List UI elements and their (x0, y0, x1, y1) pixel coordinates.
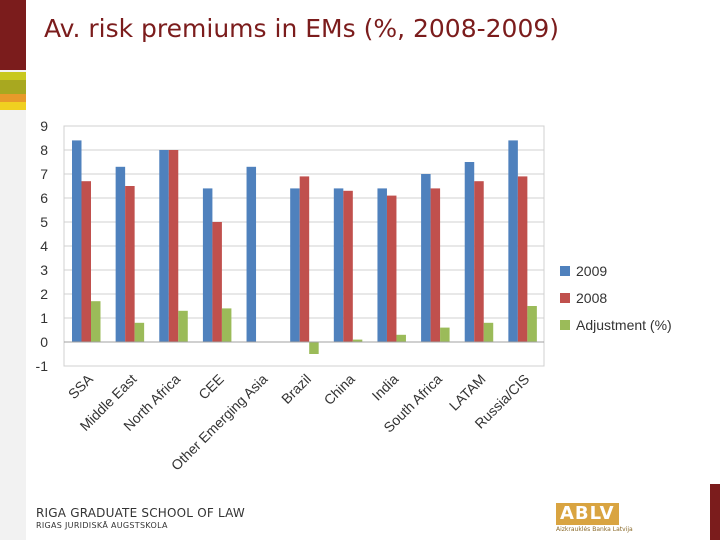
bar-2008 (81, 181, 91, 342)
bar-2008 (430, 188, 441, 342)
y-tick-label: 0 (40, 334, 48, 350)
legend-label: 2008 (576, 290, 607, 306)
legend-swatch (560, 266, 570, 276)
bar-adjustment (91, 301, 101, 342)
right-decor-bar (710, 484, 720, 540)
y-tick-label: 8 (40, 142, 48, 158)
left-accent-yellow-2 (0, 102, 26, 110)
bar-2009 (464, 162, 475, 342)
bar-2009 (246, 166, 257, 342)
bar-2008 (168, 150, 179, 342)
bar-2009 (115, 166, 126, 342)
y-tick-label: 3 (40, 262, 48, 278)
bar-adjustment (178, 310, 188, 342)
bar-adjustment (352, 339, 363, 342)
bar-2009 (421, 174, 431, 342)
legend-swatch (560, 320, 570, 330)
bar-adjustment (309, 342, 319, 354)
bar-2008 (212, 222, 222, 342)
bank-logo-subtitle: Aizkrauklės Banka Latvija (556, 526, 633, 533)
y-tick-label: 7 (40, 166, 48, 182)
category-label: India (369, 371, 402, 404)
legend-swatch (560, 293, 570, 303)
y-tick-label: 9 (40, 118, 48, 134)
y-tick-label: -1 (36, 358, 49, 374)
bar-adjustment (396, 334, 406, 342)
left-brand-block (0, 0, 26, 70)
bar-adjustment (134, 322, 145, 342)
y-tick-label: 6 (40, 190, 48, 206)
bar-2009 (290, 188, 300, 342)
bar-adjustment (221, 308, 232, 342)
school-name-en: RIGA GRADUATE SCHOOL OF LAW (36, 506, 245, 520)
left-decor-bar (0, 0, 26, 540)
bar-2008 (125, 186, 135, 342)
category-label: LATAM (446, 371, 489, 414)
y-tick-label: 4 (40, 238, 48, 254)
bar-adjustment (440, 327, 450, 342)
bar-adjustment (527, 306, 537, 342)
bank-logo: ABLV (556, 503, 619, 525)
legend-label: Adjustment (%) (576, 317, 672, 333)
bar-2009 (333, 188, 344, 342)
bar-adjustment (483, 322, 494, 342)
category-label: Brazil (278, 371, 314, 407)
bar-2009 (377, 188, 387, 342)
left-accent-yellow (0, 72, 26, 80)
bar-2008 (474, 181, 484, 342)
bar-2009 (508, 140, 518, 342)
left-accent-olive (0, 80, 26, 94)
footer-right-logo: ABLV Aizkrauklės Banka Latvija (556, 503, 636, 533)
category-label: CEE (195, 371, 227, 403)
y-tick-label: 1 (40, 310, 48, 326)
left-accent-orange (0, 94, 26, 102)
legend-label: 2009 (576, 263, 607, 279)
slide-title: Av. risk premiums in EMs (%, 2008-2009) (44, 14, 560, 43)
bar-2009 (202, 188, 213, 342)
bar-2009 (159, 150, 169, 342)
bar-2008 (343, 190, 353, 342)
bar-2008 (299, 176, 310, 342)
school-name-lv: RIGAS JURIDISKĀ AUGSTSKOLA (36, 521, 168, 530)
y-tick-label: 5 (40, 214, 48, 230)
category-label: China (321, 371, 358, 408)
bar-2008 (517, 176, 528, 342)
bar-2008 (386, 195, 397, 342)
category-label: SSA (65, 370, 97, 402)
bar-2009 (72, 140, 82, 342)
y-tick-label: 2 (40, 286, 48, 302)
footer-left-logo: RIGA GRADUATE SCHOOL OF LAW RIGAS JURIDI… (36, 506, 245, 530)
